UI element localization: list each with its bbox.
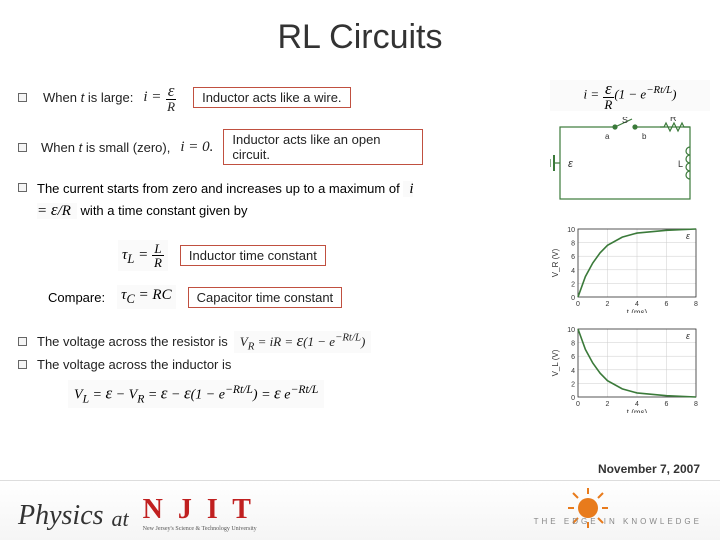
njit-text: N J I T [143,494,255,526]
tau-l-row: τL = LR Inductor time constant [118,240,538,271]
svg-text:ε: ε [686,231,691,241]
circuit-diagram: ε S a b R L [550,117,700,213]
text: The voltage across the resistor is [37,334,228,349]
text: The current starts from zero and increas… [37,179,417,222]
svg-text:6: 6 [665,301,669,308]
physics-text: Physics [18,500,104,532]
den: R [165,100,177,113]
svg-text:R: R [670,117,677,123]
bullet-icon [18,337,27,346]
svg-text:8: 8 [571,341,575,348]
svg-text:t (ms): t (ms) [627,308,648,313]
main-content: When t is large: i = εR Inductor acts li… [18,80,538,408]
svg-text:2: 2 [571,281,575,288]
footer-logo: Physics at N J I T New Jersey's Science … [18,494,257,532]
chart-vr: 0 2 4 6 8 0 2 4 6 8 10 V_R (V) t (ms) ε [550,223,700,313]
svg-text:8: 8 [694,301,698,308]
num: ε [166,82,177,100]
callout-inductor-tau: Inductor time constant [180,245,326,266]
chart-vl: 0 2 4 6 8 0 2 4 6 8 10 V_L (V) t (ms) ε [550,323,700,413]
svg-text:V_L (V): V_L (V) [551,349,560,376]
njit-block: N J I T New Jersey's Science & Technolog… [143,494,257,532]
figures-column: i = εR(1 − e−Rt/L) ε S a b R L [550,80,710,423]
svg-text:V_R (V): V_R (V) [551,248,560,277]
text-post: is large: [84,90,133,105]
slide-date: November 7, 2007 [598,462,700,476]
svg-text:10: 10 [567,227,575,234]
svg-text:0: 0 [571,395,575,402]
callout-open: Inductor acts like an open circuit. [223,129,423,165]
compare-row: Compare: τC = RC Capacitor time constant [48,285,538,309]
bullet-large-t: When t is large: i = εR Inductor acts li… [18,80,538,115]
svg-text:t (ms): t (ms) [627,408,648,413]
post: is small (zero), [82,140,170,155]
svg-text:2: 2 [606,301,610,308]
switch-label: S [622,117,628,125]
text: When t is small (zero), [41,140,170,155]
formula-i-epsR: i = εR [139,80,181,115]
bullet-current-growth: The current starts from zero and increas… [18,179,538,222]
svg-text:2: 2 [606,401,610,408]
callout-wire: Inductor acts like a wire. [193,87,350,108]
den: R [152,256,164,269]
svg-text:6: 6 [665,401,669,408]
svg-text:4: 4 [571,368,575,375]
formula-i0: i = 0. [174,139,219,156]
text: The voltage across the inductor is [37,357,231,372]
svg-text:6: 6 [571,254,575,261]
svg-text:6: 6 [571,354,575,361]
svg-text:0: 0 [576,401,580,408]
svg-text:a: a [605,132,610,141]
bullet-icon [18,360,27,369]
njit-sub: New Jersey's Science & Technology Univer… [143,526,257,532]
footer: Physics at N J I T New Jersey's Science … [0,480,720,540]
num: L [152,242,163,256]
svg-text:b: b [642,132,647,141]
bullet-small-t: When t is small (zero), i = 0. Inductor … [18,129,538,165]
svg-text:4: 4 [635,401,639,408]
svg-text:4: 4 [635,301,639,308]
formula-tauL: τL = LR [118,240,168,271]
page-title: RL Circuits [0,0,720,67]
bullet-vr: The voltage across the resistor is VR = … [18,331,538,353]
eq: = RC [135,287,172,303]
text: When t is large: [43,90,133,105]
emf-label: ε [568,158,573,170]
formula-vr: VR = iR = ε(1 − e−Rt/L) [234,331,372,353]
callout-capacitor-tau: Capacitor time constant [188,287,343,308]
svg-text:L: L [678,159,683,169]
edge-tagline: THE EDGE IN KNOWLEDGE [534,517,702,526]
eq: = [134,247,152,263]
svg-text:10: 10 [567,327,575,334]
formula-vl: VL = ε − VR = ε − ε(1 − e−Rt/L) = ε e−Rt… [68,380,324,408]
sub: C [126,292,134,306]
svg-text:8: 8 [571,241,575,248]
text-pre: When [43,90,81,105]
lhs: i = [143,89,165,105]
bullet-vl: The voltage across the inductor is [18,357,538,372]
svg-text:ε: ε [686,331,691,341]
formula-tauC: τC = RC [117,285,176,309]
bullet-icon [18,143,27,152]
pre: When [41,140,79,155]
voltage-section: The voltage across the resistor is VR = … [18,331,538,408]
svg-text:4: 4 [571,268,575,275]
formula-current-time: i = εR(1 − e−Rt/L) [550,80,710,111]
svg-text:8: 8 [694,401,698,408]
svg-text:0: 0 [571,295,575,302]
compare-label: Compare: [48,290,105,305]
bullet-icon [18,183,27,192]
svg-text:2: 2 [571,381,575,388]
text-b: with a time constant given by [81,203,248,218]
at-text: at [112,506,129,532]
bullet-icon [18,93,27,102]
svg-text:0: 0 [576,301,580,308]
text-a: The current starts from zero and increas… [37,181,403,196]
